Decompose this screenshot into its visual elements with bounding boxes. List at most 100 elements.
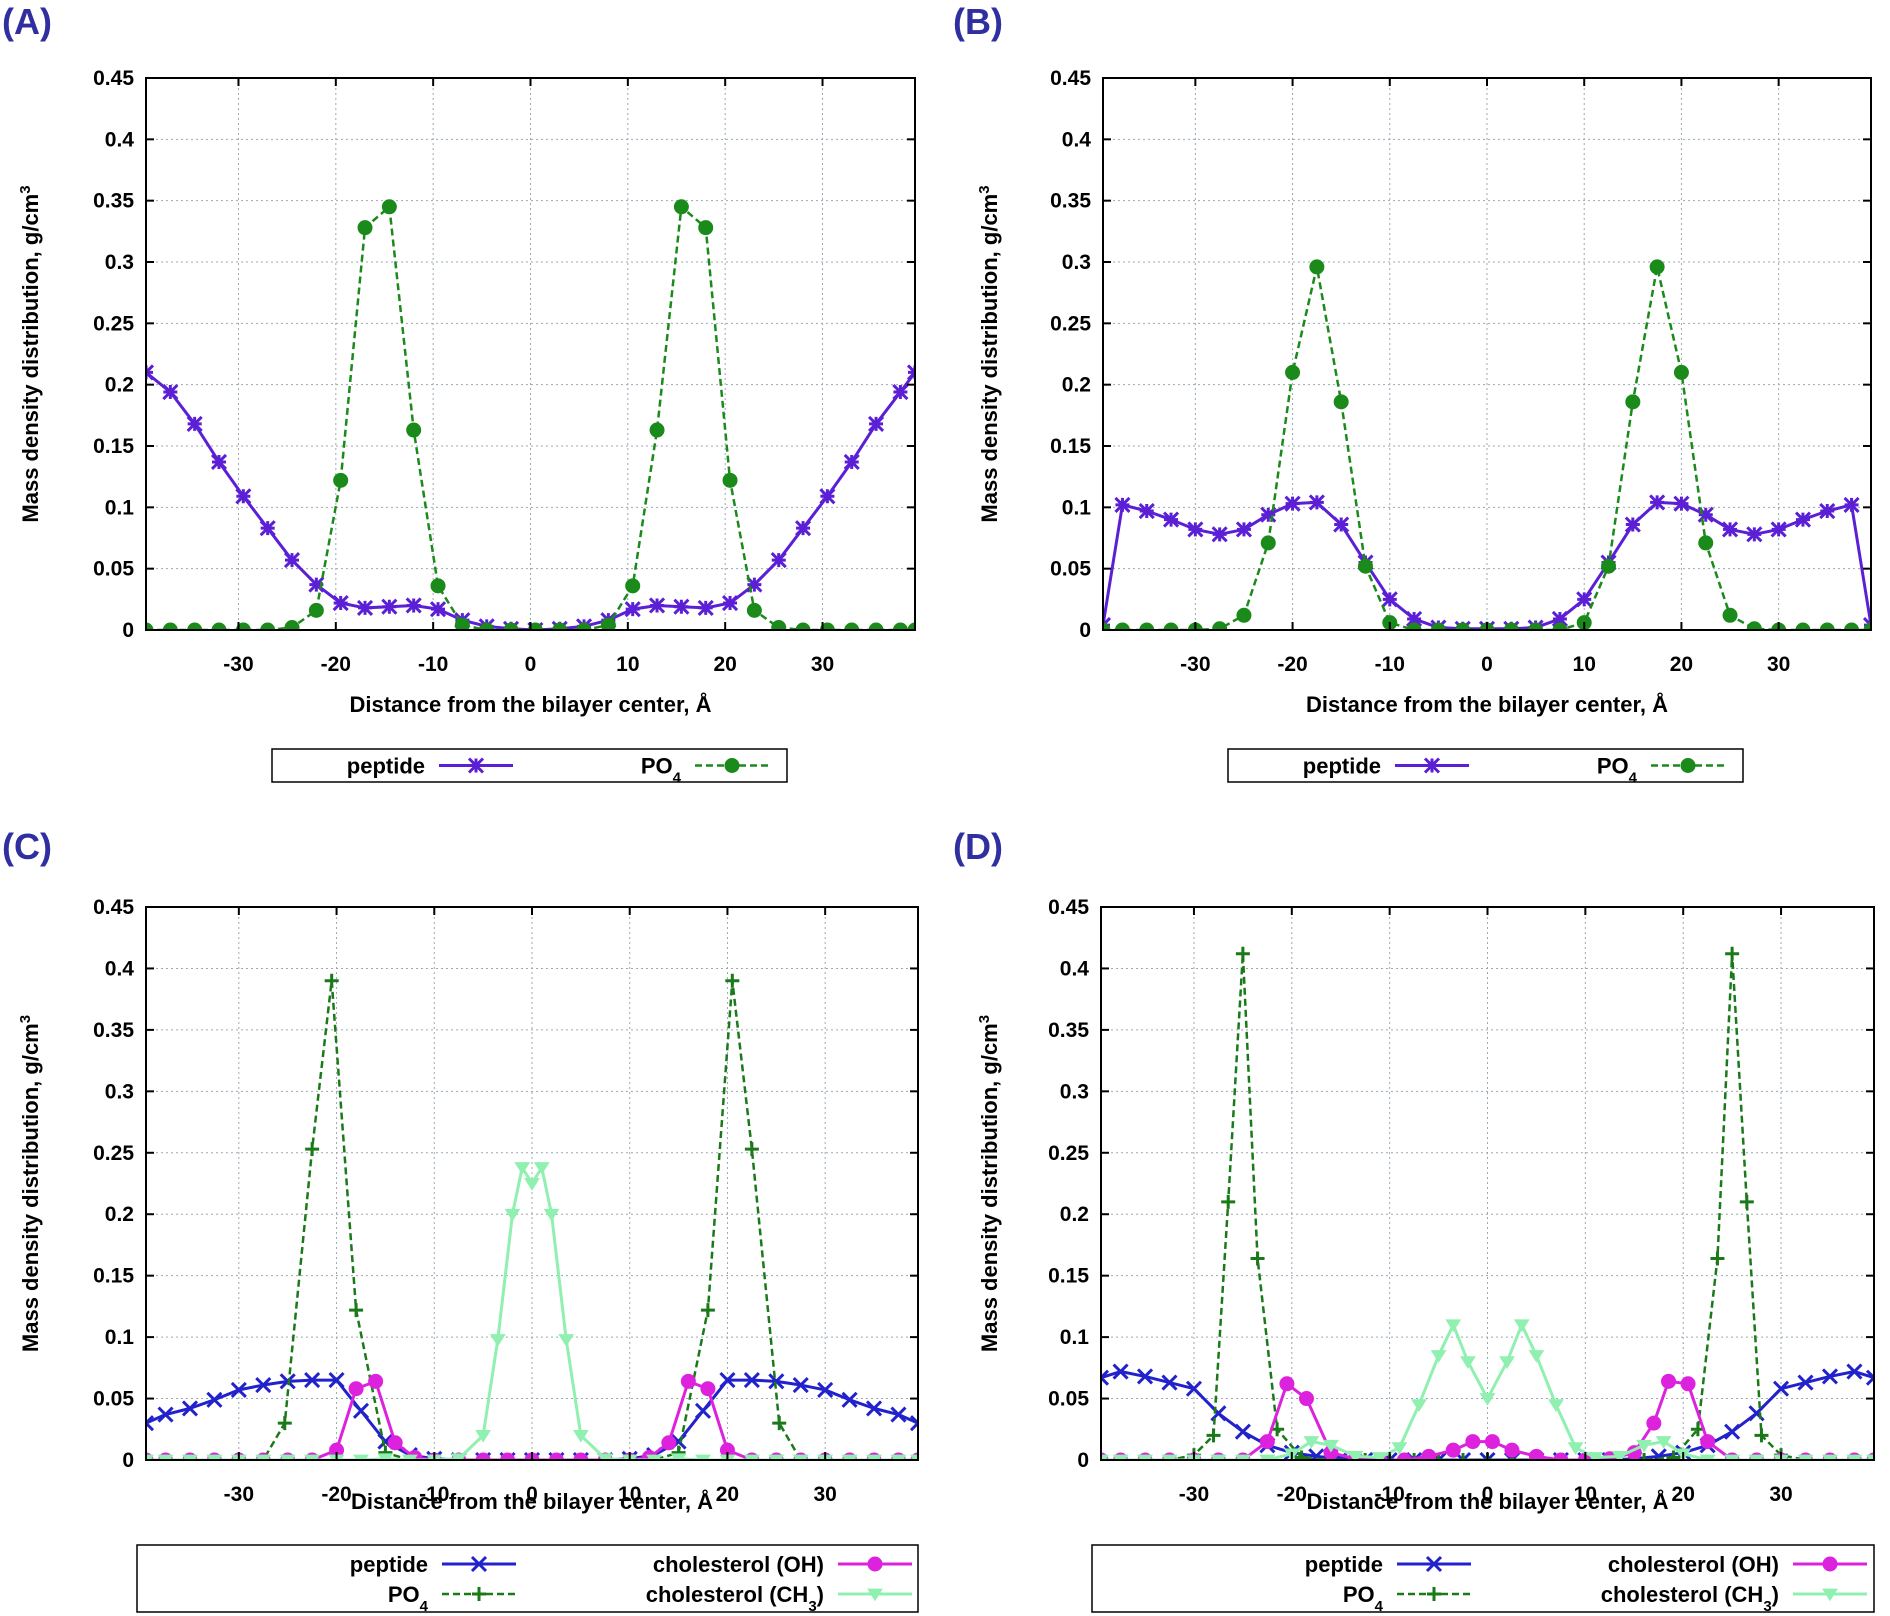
data-point xyxy=(1725,946,1740,961)
data-point xyxy=(146,1415,155,1432)
y-tick-label: 0.2 xyxy=(1062,374,1091,397)
y-tick-label: 0.4 xyxy=(1062,128,1092,151)
x-tick-label: 10 xyxy=(1574,1483,1597,1506)
panel-label: (C) xyxy=(2,826,52,867)
data-point xyxy=(600,617,616,630)
data-point xyxy=(489,1334,506,1347)
data-point xyxy=(1698,535,1714,551)
y-tick-label: 0.4 xyxy=(1060,957,1090,980)
data-point xyxy=(868,415,885,432)
data-point xyxy=(503,622,519,630)
series-line xyxy=(146,1378,918,1460)
legend-item: PO4 xyxy=(1343,1582,1471,1615)
data-point xyxy=(865,1400,883,1417)
data-point xyxy=(1298,1391,1314,1407)
y-tick-label: 0.45 xyxy=(93,67,134,90)
data-point xyxy=(235,488,252,505)
data-point xyxy=(1333,516,1350,533)
legend-marker xyxy=(470,1555,488,1573)
panel-label: (B) xyxy=(953,1,1003,42)
data-point xyxy=(1323,1439,1339,1453)
data-point xyxy=(1421,1448,1437,1460)
legend: peptide PO4 xyxy=(271,748,788,786)
data-point xyxy=(328,1372,345,1389)
data-point xyxy=(210,453,228,471)
legend-marker xyxy=(1423,757,1441,774)
data-point xyxy=(259,520,276,537)
data-point xyxy=(353,1454,369,1460)
data-point xyxy=(909,1415,918,1432)
data-point xyxy=(381,598,398,615)
data-point xyxy=(1551,610,1568,628)
data-point xyxy=(308,602,324,618)
data-point xyxy=(1601,558,1617,574)
x-tick-label: 0 xyxy=(526,1483,538,1506)
data-point xyxy=(1396,1452,1412,1460)
data-point xyxy=(1528,1350,1545,1363)
y-tick-label: 0.1 xyxy=(1060,1326,1090,1349)
data-point xyxy=(1797,1454,1814,1460)
data-point xyxy=(479,622,495,630)
x-tick-label: -10 xyxy=(418,653,448,676)
data-point xyxy=(1843,496,1860,513)
data-point xyxy=(1371,1452,1388,1460)
legend-box xyxy=(1091,1544,1875,1613)
data-point xyxy=(1484,1434,1500,1450)
x-tick-label: 30 xyxy=(1769,1483,1792,1506)
data-point xyxy=(1772,1380,1790,1397)
data-point xyxy=(1552,622,1568,630)
data-point xyxy=(819,488,836,505)
legend-marker xyxy=(1822,1588,1838,1602)
legend-item: cholesterol (CH3) xyxy=(646,1582,912,1615)
data-point xyxy=(1721,521,1739,538)
y-tick-label: 0.15 xyxy=(93,1265,134,1288)
x-tick-label: -10 xyxy=(1374,1483,1404,1506)
data-point xyxy=(892,622,908,630)
data-point xyxy=(332,594,349,612)
data-point xyxy=(1137,1454,1153,1460)
data-point xyxy=(406,422,422,438)
y-tick-label: 0.25 xyxy=(1050,312,1091,335)
data-point xyxy=(770,552,787,569)
y-tick-label: 0.3 xyxy=(105,1080,134,1103)
data-point xyxy=(722,472,738,488)
data-point xyxy=(305,1142,320,1157)
data-point xyxy=(1260,506,1277,523)
x-tick-label: 10 xyxy=(618,1483,641,1506)
data-point xyxy=(475,1430,492,1443)
data-point xyxy=(1794,511,1812,528)
data-point xyxy=(700,1381,716,1397)
data-point xyxy=(892,383,909,401)
y-tick-label: 0.3 xyxy=(105,251,134,274)
data-point xyxy=(625,578,641,594)
x-tick-label: 30 xyxy=(1767,653,1790,676)
panel-a: (A) 0 0.05 0.1 0.15 0.2 0.25 0.3 0.35 0.4 0.45 -30 -… xyxy=(2,1,916,786)
y-tick-label: 0.2 xyxy=(105,374,134,397)
legend-marker xyxy=(467,757,485,774)
legend: peptide PO4 xyxy=(1227,748,1744,786)
data-point xyxy=(1846,1363,1863,1380)
data-point xyxy=(357,220,373,236)
data-point xyxy=(1101,1454,1109,1460)
data-point xyxy=(768,1373,785,1390)
grid xyxy=(1103,77,1871,631)
legend-item: cholesterol (OH) xyxy=(653,1552,912,1577)
x-tick-label: -30 xyxy=(1180,653,1210,676)
data-point xyxy=(907,622,915,630)
data-point xyxy=(1846,1454,1863,1460)
x-tick-label: 0 xyxy=(525,653,537,676)
data-point xyxy=(1460,1356,1476,1369)
data-point xyxy=(868,622,884,630)
y-tick-label: 0.3 xyxy=(1060,1080,1089,1103)
data-point xyxy=(1445,1319,1462,1333)
data-point xyxy=(1456,1453,1471,1460)
data-point xyxy=(1699,1454,1716,1460)
data-point xyxy=(527,622,543,630)
y-tick-label: 0.4 xyxy=(105,957,135,980)
data-point xyxy=(1637,1453,1652,1460)
data-point xyxy=(841,1454,858,1460)
series-line xyxy=(1101,952,1874,1460)
data-point xyxy=(543,1208,560,1222)
data-point xyxy=(1797,1374,1814,1391)
